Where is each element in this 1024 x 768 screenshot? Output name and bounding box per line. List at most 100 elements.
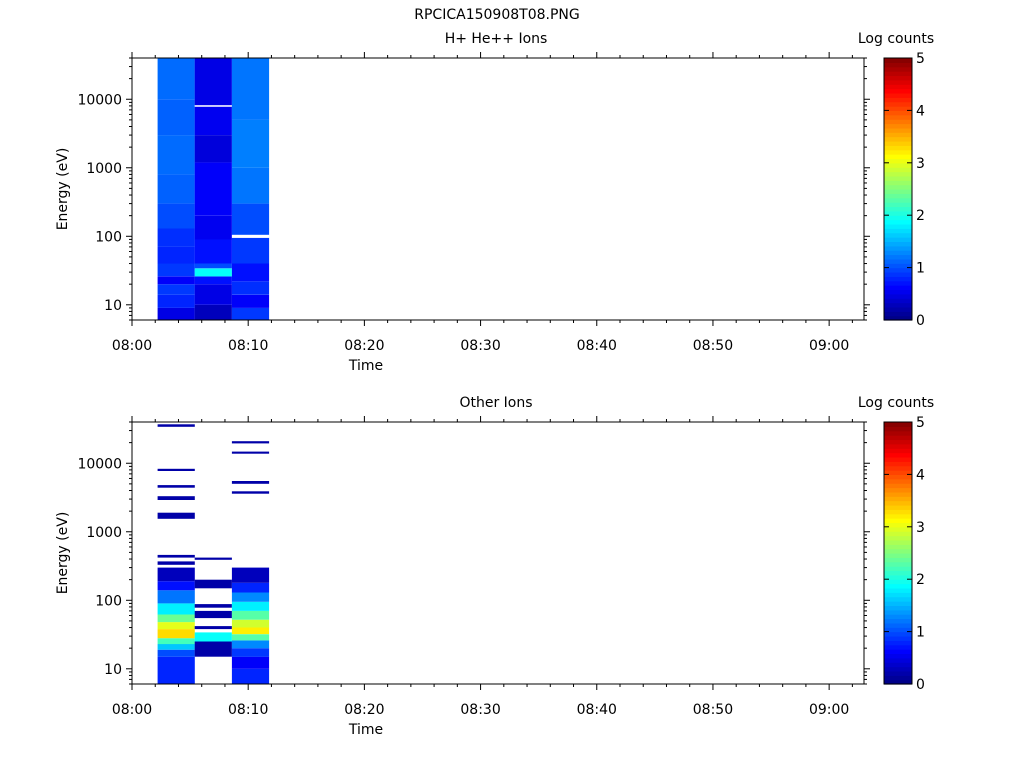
panel-1: 08:00 08:10 08:20 08:30 08:40 08:50 09:00 Time 1… [55, 31, 934, 374]
colorbar-segment [884, 422, 912, 427]
colorbar-segment [884, 149, 912, 155]
colorbar-segment [884, 539, 912, 545]
heatmap-cell [194, 632, 232, 642]
heatmap-cell [231, 237, 270, 264]
heatmap-cells [157, 424, 270, 684]
heatmap-cell [231, 648, 270, 657]
colorbar-segment [884, 237, 912, 242]
heatmap-cell [231, 668, 270, 684]
heatmap-cell [194, 579, 232, 589]
y-axis: 10 100 1000 10000 Energy (eV) [55, 421, 870, 685]
x-tick-label: 09:00 [809, 702, 849, 718]
x-tick-label: 08:30 [460, 702, 500, 718]
colorbar-segment [884, 430, 912, 436]
heatmap-cell [231, 640, 270, 649]
x-tick-label: 08:40 [577, 702, 617, 718]
colorbar-segment [884, 101, 912, 107]
colorbar-segment [884, 210, 912, 216]
heatmap-cell [157, 567, 195, 582]
heatmap-cell [231, 58, 270, 120]
heatmap-cell [157, 99, 195, 136]
colorbar-segment [884, 675, 912, 681]
colorbar-segment [884, 474, 912, 480]
colorbar-segment [884, 75, 912, 81]
colorbar-segment [884, 496, 912, 502]
figure-title: RPCICA150908T08.PNG [414, 7, 579, 23]
x-tick-label: 08:10 [228, 338, 268, 354]
colorbar-segment [884, 154, 912, 160]
colorbar-segment [884, 97, 912, 103]
colorbar: 0 1 2 3 4 5 Log counts [858, 31, 934, 329]
colorbar-segment [884, 271, 912, 277]
colorbar-segment [884, 215, 912, 221]
colorbar-segment [884, 579, 912, 585]
colorbar-segment [884, 553, 912, 558]
heatmap-cell [231, 203, 270, 235]
heatmap-cell [157, 307, 195, 320]
colorbar-segment [884, 180, 912, 186]
colorbar: 0 1 2 3 4 5 Log counts [858, 395, 934, 693]
heatmap-cell [157, 485, 195, 488]
y-tick-label: 10 [104, 662, 122, 678]
colorbar-segment [884, 189, 912, 194]
colorbar-segment [884, 193, 912, 199]
heatmap-cell [157, 294, 195, 308]
heatmap-cell [157, 656, 195, 684]
colorbar-segment [884, 263, 912, 269]
y-axis-label: Energy (eV) [55, 512, 71, 595]
colorbar-segment [884, 206, 912, 212]
heatmap-cell [157, 468, 195, 471]
colorbar-segment [884, 662, 912, 668]
colorbar-segment [884, 443, 912, 449]
colorbar-segment [884, 136, 912, 142]
heatmap-cell [231, 307, 270, 320]
colorbar-segment [884, 535, 912, 541]
heatmap-cell [231, 167, 270, 204]
heatmap-cell [157, 614, 195, 623]
y-axis: 10 100 1000 10000 Energy (eV) [55, 57, 870, 321]
heatmap-cell [231, 619, 270, 628]
x-tick-label: 08:50 [693, 338, 733, 354]
colorbar-segment [884, 456, 912, 462]
colorbar-segment [884, 522, 912, 528]
y-tick-label: 10000 [77, 456, 122, 472]
colorbar-segment [884, 670, 912, 676]
x-axis-label: Time [348, 722, 383, 738]
colorbar-segment [884, 465, 912, 471]
x-tick-label: 08:20 [344, 702, 384, 718]
plot-frame [131, 57, 865, 321]
colorbar-label: Log counts [858, 395, 934, 411]
colorbar-segment [884, 285, 912, 291]
colorbar-segment [884, 631, 912, 637]
heatmap-cell [231, 451, 270, 454]
colorbar-tick-label: 3 [916, 520, 925, 536]
heatmap-cell [157, 629, 195, 639]
heatmap-cell [231, 491, 270, 494]
heatmap-cell [231, 234, 270, 238]
heatmap-cell [194, 215, 232, 240]
x-axis: 08:00 08:10 08:20 08:30 08:40 08:50 09:00 Time [112, 416, 853, 738]
colorbar-segment [884, 145, 912, 151]
colorbar-segment [884, 110, 912, 116]
colorbar-segment [884, 439, 912, 445]
colorbar-segment [884, 544, 912, 550]
heatmap-cell [157, 203, 195, 229]
colorbar-segment [884, 311, 912, 317]
x-tick-label: 08:50 [693, 702, 733, 718]
heatmap-cell [157, 649, 195, 657]
colorbar-segment [884, 88, 912, 94]
colorbar-tick-label: 1 [916, 625, 925, 641]
heatmap-cells [157, 58, 270, 320]
heatmap-cell [194, 284, 232, 305]
x-tick-label: 08:20 [344, 338, 384, 354]
colorbar-segment [884, 640, 912, 646]
x-tick-label: 08:40 [577, 338, 617, 354]
heatmap-cell [231, 582, 270, 593]
colorbar-segment [884, 618, 912, 624]
heatmap-cell [157, 644, 195, 650]
heatmap-cell [194, 263, 232, 269]
x-tick-label: 08:00 [112, 702, 152, 718]
colorbar-segment [884, 123, 912, 129]
heatmap-cell [194, 557, 232, 560]
colorbar-segment [884, 84, 912, 90]
